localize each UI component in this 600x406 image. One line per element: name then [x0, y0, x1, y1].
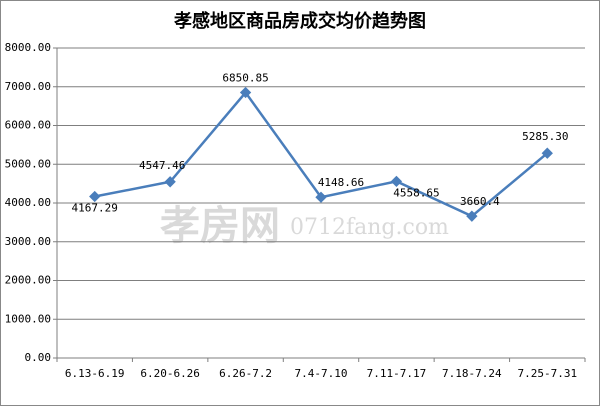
x-tick-label: 7.18-7.24 [442, 367, 502, 380]
marker [390, 175, 403, 188]
y-tick-label: 3000.00 [5, 235, 51, 248]
data-label: 4558.65 [393, 186, 439, 199]
data-label: 4148.66 [318, 176, 364, 189]
data-label: 3660.4 [460, 195, 500, 208]
y-tick-label: 4000.00 [5, 196, 51, 209]
marker [315, 191, 327, 203]
data-label: 6850.85 [222, 72, 268, 85]
y-tick-label: 8000.00 [5, 41, 51, 54]
data-label: 5285.30 [522, 130, 568, 143]
y-tick-label: 7000.00 [5, 80, 51, 93]
x-tick-label: 6.26-7.2 [219, 367, 272, 380]
data-label: 4547.46 [139, 159, 185, 172]
y-tick-label: 1000.00 [5, 312, 51, 325]
watermark: 0712fang.com [290, 215, 449, 240]
marker [164, 176, 176, 188]
y-tick-label: 6000.00 [5, 119, 51, 132]
chart-title: 孝感地区商品房成交均价趋势图 [173, 10, 426, 32]
x-tick-label: 6.20-6.26 [140, 367, 200, 380]
y-tick-label: 2000.00 [5, 274, 51, 287]
data-label: 4167.29 [72, 202, 118, 215]
y-tick-label: 5000.00 [5, 157, 51, 170]
y-tick-label: 0.00 [25, 351, 52, 364]
x-tick-label: 6.13-6.19 [65, 367, 125, 380]
x-tick-label: 7.25-7.31 [517, 367, 577, 380]
marker [541, 147, 553, 159]
x-tick-label: 7.11-7.17 [367, 367, 427, 380]
x-tick-label: 7.4-7.10 [295, 367, 348, 380]
marker [466, 210, 478, 222]
